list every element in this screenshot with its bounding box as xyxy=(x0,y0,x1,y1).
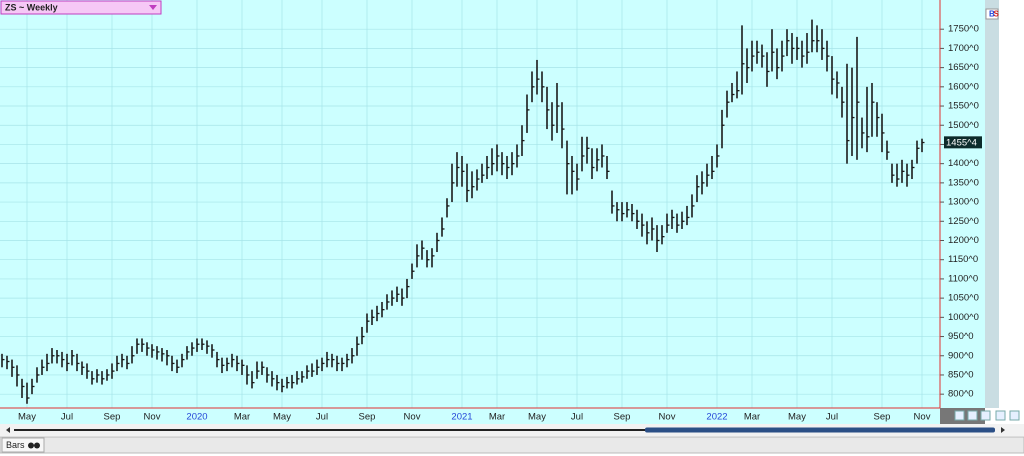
x-tick-label: Mar xyxy=(489,412,505,423)
y-tick-label: 1750^0 xyxy=(948,24,979,35)
x-tick-label: May xyxy=(273,412,291,423)
y-tick-label: 1150^0 xyxy=(948,254,978,265)
bars-tab[interactable] xyxy=(1,437,45,453)
bs-badge[interactable] xyxy=(985,8,999,20)
badge-b: B xyxy=(989,10,995,19)
y-tick-label: 1100^0 xyxy=(948,273,978,284)
tab-icon xyxy=(34,442,40,449)
x-tick-label: Mar xyxy=(744,412,760,423)
y-tick-label: 1300^0 xyxy=(948,197,979,208)
y-tick-label: 1200^0 xyxy=(948,235,979,246)
x-tick-label: Nov xyxy=(914,412,931,423)
scroll-left[interactable] xyxy=(6,427,10,433)
y-tick-label: 1650^0 xyxy=(948,62,979,73)
last-price-label: 1455^4 xyxy=(946,137,977,148)
x-tick-label: Sep xyxy=(359,412,376,423)
y-tick-label: 1500^0 xyxy=(948,120,979,131)
x-tick-label: Nov xyxy=(404,412,421,423)
tab-bar xyxy=(0,436,1024,454)
zoom-button[interactable] xyxy=(954,410,965,421)
y-tick-label: 800^0 xyxy=(948,389,974,400)
scroll-right[interactable] xyxy=(1001,427,1005,433)
y-tick-label: 1600^0 xyxy=(948,81,979,92)
x-tick-label: 2020 xyxy=(186,412,207,423)
y-tick-label: 850^0 xyxy=(948,369,974,380)
symbol-title: ZS ~ Weekly xyxy=(5,2,58,12)
y-tick-label: 1250^0 xyxy=(948,216,979,227)
tab-label: Bars xyxy=(6,440,25,450)
x-tick-label: Sep xyxy=(874,412,891,423)
x-tick-label: Jul xyxy=(316,412,328,423)
x-tick-label: May xyxy=(528,412,546,423)
y-tick-label: 900^0 xyxy=(948,350,974,361)
dropdown-arrow[interactable] xyxy=(149,5,157,10)
x-tick-label: Jul xyxy=(826,412,838,423)
x-tick-label: Sep xyxy=(104,412,121,423)
zoom-button[interactable] xyxy=(980,410,991,421)
x-tick-label: May xyxy=(18,412,36,423)
x-tick-label: 2022 xyxy=(706,412,727,423)
y-tick-label: 950^0 xyxy=(948,331,974,342)
x-tick-label: 2021 xyxy=(451,412,472,423)
y-tick-label: 1550^0 xyxy=(948,101,979,112)
y-tick-label: 1050^0 xyxy=(948,293,979,304)
x-tick-label: May xyxy=(788,412,806,423)
scroll-thumb[interactable] xyxy=(645,427,995,433)
y-tick-label: 1400^0 xyxy=(948,158,979,169)
zoom-button[interactable] xyxy=(1009,410,1020,421)
x-tick-label: Nov xyxy=(659,412,676,423)
x-tick-label: Mar xyxy=(234,412,250,423)
zoom-button[interactable] xyxy=(967,410,978,421)
tab-icon xyxy=(28,442,34,449)
last-price-box xyxy=(944,136,982,149)
y-tick-label: 1700^0 xyxy=(948,43,979,54)
side-strip xyxy=(985,0,999,408)
x-tick-label: Jul xyxy=(61,412,73,423)
x-tick-label: Nov xyxy=(144,412,161,423)
badge-s: S xyxy=(994,10,1000,19)
x-tick-label: Jul xyxy=(571,412,583,423)
symbol-selector[interactable] xyxy=(0,0,162,15)
zoom-button[interactable] xyxy=(995,410,1006,421)
x-tick-label: Sep xyxy=(614,412,631,423)
y-tick-label: 1000^0 xyxy=(948,312,979,323)
y-tick-label: 1350^0 xyxy=(948,177,979,188)
plot-bg xyxy=(0,0,985,424)
